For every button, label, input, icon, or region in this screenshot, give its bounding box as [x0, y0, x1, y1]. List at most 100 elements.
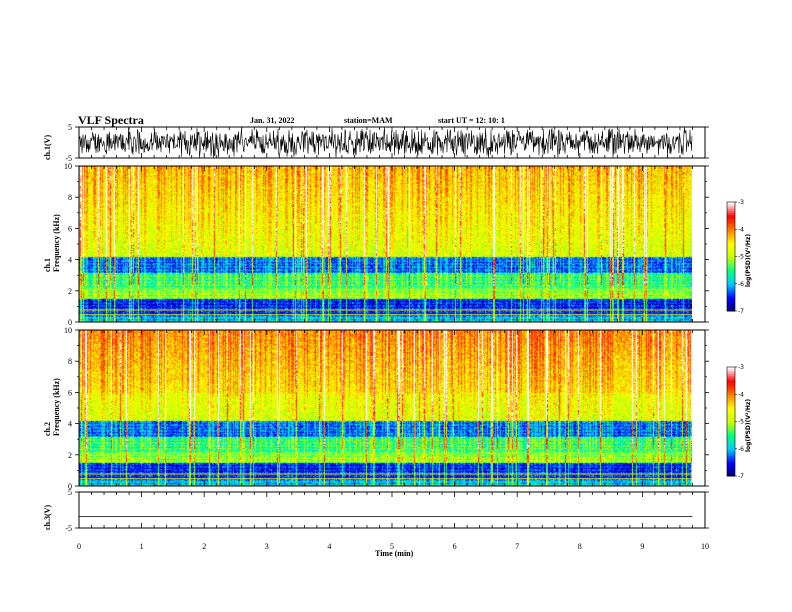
colorbar-segment [727, 401, 735, 404]
colorbar-segment [727, 394, 735, 397]
colorbar-segment [727, 374, 735, 377]
colorbar-segment [727, 385, 735, 388]
colorbar-segment [727, 296, 735, 299]
colorbar-segment [727, 205, 735, 208]
y-tick-label: 2 [68, 451, 72, 460]
colorbar-segment [727, 406, 735, 410]
colorbar-segment [727, 396, 735, 399]
colorbar-segment [727, 300, 735, 303]
colorbar-segment [727, 463, 735, 466]
colorbar-segment [727, 240, 735, 243]
colorbar-segment [727, 260, 735, 263]
colorbar-segment [727, 368, 735, 372]
colorbar-segment [727, 370, 735, 373]
colorbar-segment [727, 461, 735, 464]
y-tick-label: 4 [68, 420, 72, 429]
colorbar-segment [727, 456, 735, 459]
colorbar-segment [727, 209, 735, 212]
colorbar-segment [727, 221, 735, 225]
colorbar-segment [727, 241, 735, 245]
y-tick-label: 8 [68, 357, 72, 366]
x-tick-label: 8 [578, 542, 582, 551]
colorbar-segment [727, 390, 735, 393]
y-tick-label: 0 [68, 482, 72, 491]
colorbar-segment [727, 428, 735, 432]
colorbar-segment [727, 202, 735, 205]
y-tick-label: 2 [68, 287, 72, 296]
colorbar-segment [727, 367, 735, 370]
colorbar-tick-label: -5 [738, 254, 744, 261]
colorbar-segment [727, 249, 735, 252]
colorbar-segment [727, 272, 735, 276]
x-tick-label: 0 [77, 542, 81, 551]
colorbar-segment [727, 425, 735, 428]
x-tick-label: 6 [453, 542, 457, 551]
colorbar-tick-label: -6 [738, 281, 744, 288]
colorbar-segment [727, 441, 735, 444]
ch2-colorbar-label: log(PSD)(V²/Hz) [745, 398, 752, 452]
colorbar-segment [727, 271, 735, 274]
colorbar-segment [727, 448, 735, 452]
colorbar-segment [727, 307, 735, 310]
ch2-spectrogram-ylabel: ch.2 Frequency (kHz) [43, 378, 61, 436]
colorbar-segment [727, 423, 735, 426]
colorbar-segment [727, 292, 735, 296]
colorbar-segment [727, 218, 735, 221]
colorbar-segment [727, 452, 735, 455]
x-tick-label: 5 [390, 542, 394, 551]
colorbar-tick-label: -3 [738, 199, 744, 206]
ch3-waveform-ylabel: ch.3(V) [43, 504, 52, 530]
colorbar-segment [727, 470, 735, 473]
colorbar-segment [727, 234, 735, 238]
colorbar-segment [727, 229, 735, 232]
colorbar-segment [727, 287, 735, 290]
colorbar-segment [727, 298, 735, 301]
x-tick-label: 10 [701, 542, 709, 551]
colorbar-segment [727, 303, 735, 307]
colorbar-segment [727, 227, 735, 230]
colorbar-tick-label: -6 [738, 446, 744, 453]
colorbar-tick-label: -7 [738, 473, 744, 480]
y-tick-label: 5 [68, 123, 72, 132]
colorbar-segment [727, 417, 735, 421]
colorbar-segment [727, 446, 735, 450]
colorbar-tick-label: -4 [738, 226, 744, 233]
colorbar-segment [727, 309, 735, 312]
spectrogram-image [79, 330, 692, 486]
x-tick-label: 3 [265, 542, 269, 551]
colorbar-segment [727, 459, 735, 462]
colorbar-segment [727, 434, 735, 437]
colorbar-segment [727, 269, 735, 272]
colorbar-tick-label: -7 [738, 308, 744, 315]
station-label: station=MAM [344, 116, 393, 125]
ch1-spectrogram-ylabel: ch.1 Frequency (kHz) [43, 214, 61, 272]
colorbar-segment [727, 267, 735, 270]
colorbar-segment [727, 225, 735, 228]
colorbar-segment [727, 466, 735, 470]
colorbar-segment [727, 301, 735, 305]
colorbar-segment [727, 203, 735, 207]
ch1-waveform-panel: 5 -5 [65, 123, 709, 163]
colorbar-segment [727, 211, 735, 214]
panel-frame [78, 165, 706, 323]
figure-title: VLF Spectra [78, 113, 144, 127]
colorbar-segment [727, 430, 735, 433]
ch2-spectrogram-panel: 0 2 4 6 8 10 [64, 326, 709, 491]
colorbar-segment [727, 405, 735, 408]
colorbar-segment [727, 236, 735, 239]
colorbar-segment [727, 376, 735, 379]
y-tick-label: 10 [64, 326, 72, 335]
colorbar-segment [727, 412, 735, 415]
colorbar-segment [727, 214, 735, 218]
colorbar-segment [727, 216, 735, 219]
colorbar-segment [727, 238, 735, 241]
colorbar-segment [727, 419, 735, 422]
colorbar-segment [727, 421, 735, 424]
ch3-waveform-panel: 5 -5 [65, 488, 709, 533]
y-tick-label: 8 [68, 193, 72, 202]
colorbar-segment [727, 372, 735, 375]
y-tick-label: 6 [68, 388, 72, 397]
colorbar-segment [727, 274, 735, 277]
colorbar-segment [727, 439, 735, 442]
colorbar-segment [727, 232, 735, 236]
